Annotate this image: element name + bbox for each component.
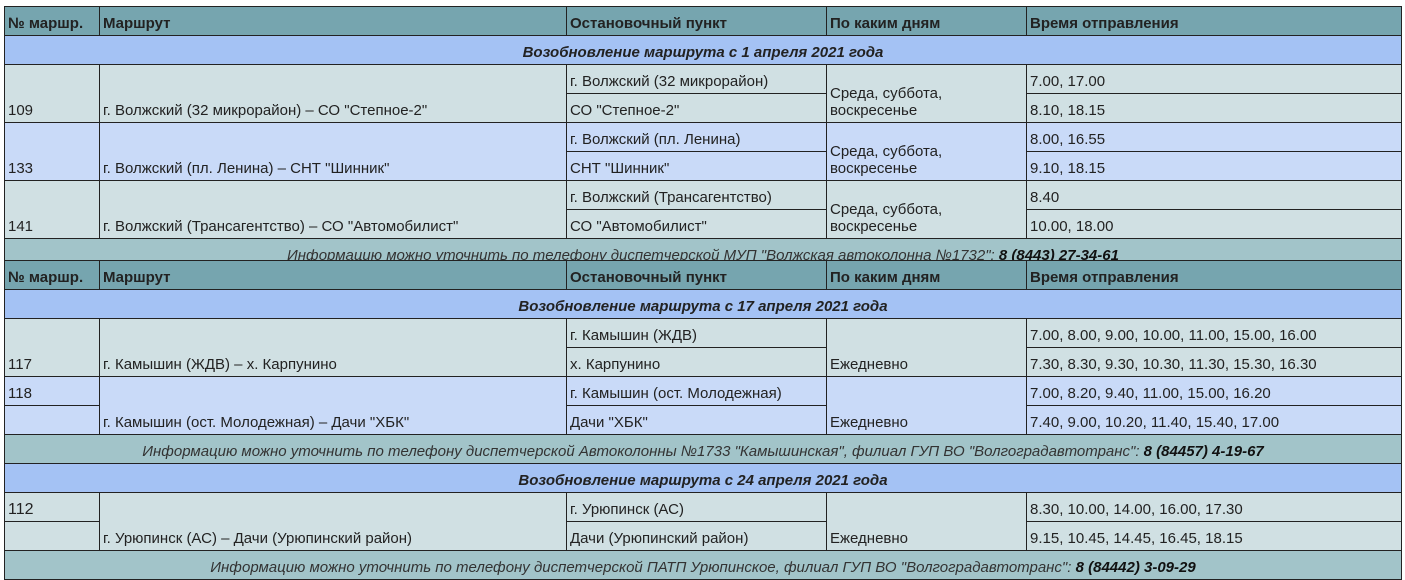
times-cell[interactable]: 8.00, 16.55 — [1026, 122, 1402, 152]
section-title[interactable]: Возобновление маршрута с 1 апреля 2021 г… — [4, 35, 1402, 65]
header-cell[interactable]: Маршрут — [99, 260, 567, 290]
stop-cell[interactable]: Дачи "ХБК" — [566, 405, 827, 435]
header-cell[interactable]: По каким дням — [826, 260, 1027, 290]
times-cell[interactable]: 9.15, 10.45, 14.45, 16.45, 18.15 — [1026, 521, 1402, 551]
route-name-cell[interactable]: г. Камышин (ост. Молодежная) – Дачи "ХБК… — [99, 376, 567, 435]
schedule-table-2: № маршр. Маршрут Остановочный пункт По каки… — [4, 260, 1402, 580]
stop-cell[interactable]: г. Камышин (ост. Молодежная) — [566, 376, 827, 406]
route-number-cell[interactable]: 133 — [4, 122, 100, 181]
table-row: 112 г. Урюпинск (АС) – Дачи (Урюпинский р… — [4, 492, 1402, 551]
times-cell[interactable]: 8.40 — [1026, 180, 1402, 210]
days-cell[interactable]: Среда, суббота, воскресенье — [826, 122, 1027, 181]
route-number-cell[interactable] — [4, 521, 100, 551]
route-number-cell[interactable] — [4, 405, 100, 435]
info-text: Информацию можно уточнить по телефону ди… — [287, 247, 999, 264]
stop-cell[interactable]: г. Волжский (пл. Ленина) — [566, 122, 827, 152]
table-row: Дачи "ХБК" 7.40, 9.00, 10.20, 11.40, 15.4… — [4, 405, 1402, 435]
stop-cell[interactable]: СО "Автомобилист" — [566, 209, 827, 239]
header-cell[interactable]: Остановочный пункт — [566, 6, 827, 36]
table-row: 109 г. Волжский (32 микрорайон) – СО "Сте… — [4, 64, 1402, 123]
info-text: Информацию можно уточнить по телефону ди… — [210, 559, 1076, 576]
route-number-cell[interactable]: 141 — [4, 180, 100, 239]
section-title[interactable]: Возобновление маршрута с 24 апреля 2021 … — [4, 463, 1402, 493]
table-row: 118 г. Камышин (ост. Молодежная) – Дачи "… — [4, 376, 1402, 435]
days-cell[interactable]: Среда, суббота, воскресенье — [826, 180, 1027, 239]
stop-cell[interactable]: г. Камышин (ЖДВ) — [566, 318, 827, 348]
phone-number: 8 (84442) 3-09-29 — [1075, 559, 1196, 576]
times-cell[interactable]: 7.00, 8.00, 9.00, 10.00, 11.00, 15.00, 1… — [1026, 318, 1402, 348]
route-number-cell[interactable]: 117 — [4, 318, 100, 377]
table-row: СНТ "Шинник" 9.10, 18.15 — [5, 151, 1402, 181]
table-row: СО "Автомобилист" 10.00, 18.00 — [5, 209, 1402, 239]
times-cell[interactable]: 7.40, 9.00, 10.20, 11.40, 15.40, 17.00 — [1026, 405, 1402, 435]
schedule-table-1: № маршр. Маршрут Остановочный пункт По к… — [4, 6, 1402, 268]
info-cell[interactable]: Информацию можно уточнить по телефону ди… — [4, 434, 1402, 464]
header-cell[interactable]: Время отправления — [1026, 260, 1402, 290]
times-cell[interactable]: 8.10, 18.15 — [1026, 93, 1402, 123]
route-name-cell[interactable]: г. Волжский (Трансагентство) – СО "Автом… — [99, 180, 567, 239]
route-number-cell[interactable]: 109 — [4, 64, 100, 123]
header-cell[interactable]: № маршр. — [4, 6, 100, 36]
info-row: Информацию можно уточнить по телефону ди… — [4, 550, 1402, 580]
stop-cell[interactable]: г. Урюпинск (АС) — [566, 492, 827, 522]
stop-cell[interactable]: СО "Степное-2" — [566, 93, 827, 123]
times-cell[interactable]: 9.10, 18.15 — [1026, 151, 1402, 181]
section-title[interactable]: Возобновление маршрута с 17 апреля 2021 … — [4, 289, 1402, 319]
section-row: Возобновление маршрута с 17 апреля 2021 … — [4, 289, 1402, 319]
times-cell[interactable]: 8.30, 10.00, 14.00, 16.00, 17.30 — [1026, 492, 1402, 522]
table-row: 141 г. Волжский (Трансагентство) – СО "Ав… — [4, 180, 1402, 239]
days-cell[interactable]: Ежедневно — [826, 492, 1027, 551]
times-cell[interactable]: 7.30, 8.30, 9.30, 10.30, 11.30, 15.30, 1… — [1026, 347, 1402, 377]
header-cell[interactable]: По каким дням — [826, 6, 1027, 36]
table-row: 133 г. Волжский (пл. Ленина) – СНТ "Шинни… — [4, 122, 1402, 181]
route-number-cell[interactable]: 118 — [4, 376, 100, 406]
route-name-cell[interactable]: г. Урюпинск (АС) – Дачи (Урюпинский райо… — [99, 492, 567, 551]
times-cell[interactable]: 7.00, 17.00 — [1026, 64, 1402, 94]
days-cell[interactable]: Ежедневно — [826, 318, 1027, 377]
stop-cell[interactable]: х. Карпунино — [566, 347, 827, 377]
table-row: СО "Степное-2" 8.10, 18.15 — [5, 93, 1402, 123]
info-row: Информацию можно уточнить по телефону ди… — [4, 434, 1402, 464]
table-row: 117 г. Камышин (ЖДВ) – х. Карпунино г. Кам… — [4, 318, 1402, 377]
phone-number: 8 (8443) 27-34-61 — [998, 247, 1119, 264]
info-text: Информацию можно уточнить по телефону ди… — [142, 443, 1144, 460]
header-cell[interactable]: Маршрут — [99, 6, 567, 36]
header-row: № маршр. Маршрут Остановочный пункт По к… — [4, 6, 1402, 36]
stop-cell[interactable]: г. Волжский (Трансагентство) — [566, 180, 827, 210]
route-name-cell[interactable]: г. Волжский (пл. Ленина) – СНТ "Шинник" — [99, 122, 567, 181]
stop-cell[interactable]: г. Волжский (32 микрорайон) — [566, 64, 827, 94]
header-cell[interactable]: Остановочный пункт — [566, 260, 827, 290]
days-cell[interactable]: Ежедневно — [826, 376, 1027, 435]
phone-number: 8 (84457) 4-19-67 — [1143, 443, 1264, 460]
route-name-cell[interactable]: г. Волжский (32 микрорайон) – СО "Степно… — [99, 64, 567, 123]
times-cell[interactable]: 10.00, 18.00 — [1026, 209, 1402, 239]
table-row: х. Карпунино 7.30, 8.30, 9.30, 10.30, 11.… — [5, 347, 1402, 377]
route-name-cell[interactable]: г. Камышин (ЖДВ) – х. Карпунино — [99, 318, 567, 377]
header-row: № маршр. Маршрут Остановочный пункт По каки… — [4, 260, 1402, 290]
section-row: Возобновление маршрута с 24 апреля 2021 … — [4, 463, 1402, 493]
times-cell[interactable]: 7.00, 8.20, 9.40, 11.00, 15.00, 16.20 — [1026, 376, 1402, 406]
days-cell[interactable]: Среда, суббота, воскресенье — [826, 64, 1027, 123]
info-cell[interactable]: Информацию можно уточнить по телефону ди… — [4, 550, 1402, 580]
header-cell[interactable]: Время отправления — [1026, 6, 1402, 36]
route-number-cell[interactable]: 112 — [4, 492, 100, 522]
header-cell[interactable]: № маршр. — [4, 260, 100, 290]
stop-cell[interactable]: Дачи (Урюпинский район) — [566, 521, 827, 551]
stop-cell[interactable]: СНТ "Шинник" — [566, 151, 827, 181]
